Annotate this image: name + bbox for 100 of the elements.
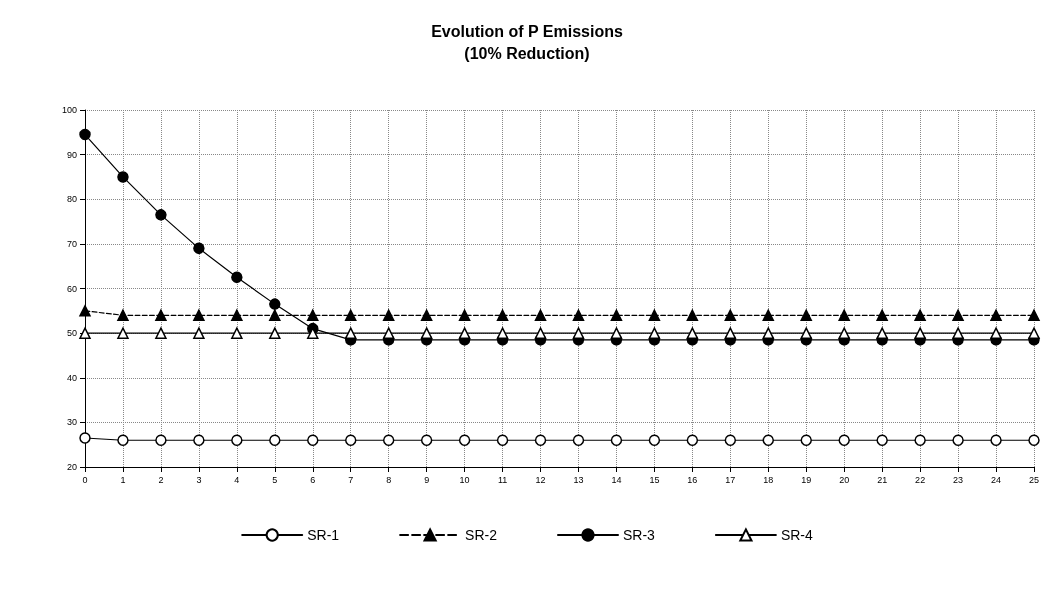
point — [382, 309, 395, 322]
point — [572, 434, 585, 446]
point — [876, 327, 888, 339]
chart-title: Evolution of P Emissions — [431, 22, 623, 40]
point — [724, 309, 737, 322]
point — [231, 309, 243, 322]
point — [990, 327, 1002, 339]
point — [876, 434, 888, 446]
point — [686, 309, 699, 322]
point — [762, 309, 775, 322]
legend-label: SR-1 — [307, 527, 340, 543]
point — [800, 327, 812, 339]
y-tick-label: 70 — [66, 238, 77, 249]
x-tick-label: 18 — [763, 474, 774, 485]
x-tick-label: 6 — [310, 474, 316, 485]
x-tick-label: 10 — [459, 474, 470, 485]
x-tick-label: 19 — [801, 474, 812, 485]
x-tick-label: 16 — [687, 474, 698, 485]
point — [952, 327, 964, 339]
point — [1028, 309, 1040, 322]
x-tick-label: 13 — [573, 474, 584, 485]
x-tick-label: 8 — [386, 474, 392, 485]
y-tick-label: 40 — [66, 372, 77, 383]
y-tick-label: 20 — [66, 462, 77, 472]
point — [952, 434, 964, 446]
point — [79, 128, 91, 141]
x-tick-label: 0 — [82, 474, 88, 485]
point — [155, 327, 167, 339]
y-tick-label: 50 — [66, 328, 77, 339]
point — [344, 434, 357, 446]
x-tick-label: 14 — [611, 474, 622, 485]
x-tick-label: 2 — [158, 474, 164, 485]
point — [420, 434, 433, 446]
point — [496, 327, 509, 339]
point — [838, 309, 850, 322]
point — [307, 309, 319, 322]
point — [876, 309, 888, 322]
legend-label: SR-4 — [780, 527, 814, 543]
point — [193, 309, 205, 322]
point — [534, 327, 547, 339]
point — [648, 309, 661, 322]
point — [610, 309, 623, 322]
point — [231, 327, 243, 339]
point — [572, 309, 585, 322]
point — [269, 327, 281, 339]
y-tick-label: 80 — [66, 194, 77, 205]
point — [496, 434, 509, 446]
point — [572, 327, 585, 339]
legend-label: SR-2 — [465, 527, 498, 543]
x-tick-label: 17 — [725, 474, 736, 485]
point — [1028, 327, 1040, 339]
x-tick-label: 11 — [497, 474, 508, 485]
x-tick-label: 20 — [839, 474, 850, 485]
point — [458, 309, 471, 322]
point — [990, 309, 1002, 322]
point — [914, 309, 926, 322]
point — [79, 327, 91, 339]
x-tick-label: 1 — [120, 474, 126, 485]
y-tick-label: 90 — [66, 149, 77, 160]
point — [307, 434, 319, 446]
point — [231, 434, 243, 446]
point — [382, 327, 395, 339]
point — [686, 327, 699, 339]
point — [724, 327, 737, 339]
point — [79, 305, 91, 317]
point — [420, 309, 433, 322]
point — [193, 434, 205, 446]
point — [344, 309, 357, 322]
point — [193, 242, 205, 255]
point — [534, 309, 547, 322]
chart-subtitle: (10% Reduction) — [464, 44, 590, 62]
point — [458, 327, 471, 339]
point — [155, 309, 167, 322]
point — [952, 309, 964, 322]
x-tick-label: 23 — [953, 474, 964, 485]
point — [800, 434, 812, 446]
x-tick-label: 24 — [991, 474, 1002, 485]
point — [117, 171, 129, 183]
point — [990, 434, 1002, 446]
x-tick-label: 25 — [1028, 474, 1040, 485]
point — [686, 434, 699, 446]
point — [914, 327, 926, 339]
point — [193, 327, 205, 339]
point — [648, 327, 661, 339]
point — [117, 327, 129, 339]
point — [762, 434, 775, 446]
point — [155, 209, 167, 221]
x-tick-label: 22 — [915, 474, 926, 485]
point — [648, 434, 661, 446]
point — [724, 434, 737, 446]
point — [117, 434, 129, 446]
point — [534, 434, 547, 446]
y-tick-label: 60 — [66, 283, 77, 294]
x-tick-label: 12 — [535, 474, 546, 485]
x-tick-label: 3 — [196, 474, 202, 485]
point — [610, 434, 623, 446]
point — [1028, 434, 1040, 446]
point — [382, 434, 395, 446]
point — [155, 434, 167, 446]
x-tick-label: 21 — [877, 474, 888, 485]
